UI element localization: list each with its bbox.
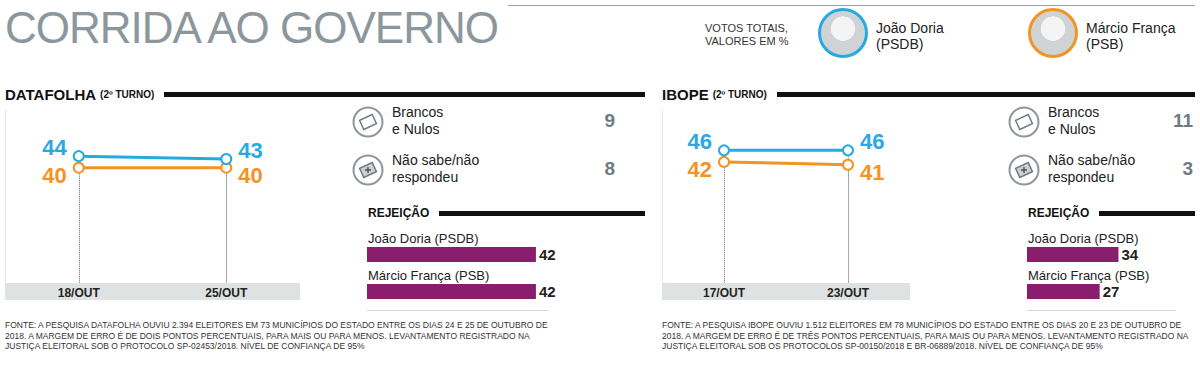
svg-text:João Doria (PSDB): João Doria (PSDB) — [1028, 231, 1139, 246]
html-text:Não sabe/não respondeu: Não sabe/não respondeu — [392, 152, 480, 185]
html-text:Não sabe/não respondeu: Não sabe/não respondeu — [1048, 152, 1136, 185]
svg-text:42: 42 — [539, 283, 556, 300]
svg-text:Márcio França (PSB): Márcio França (PSB) — [1028, 268, 1149, 283]
html-text:8: 8 — [604, 158, 615, 179]
svg-text:23/OUT: 23/OUT — [827, 286, 870, 300]
html-text:9: 9 — [604, 110, 615, 131]
svg-text:41: 41 — [860, 160, 884, 185]
html-text:3: 3 — [1182, 158, 1193, 179]
html-text:Brancos e Nulos: Brancos e Nulos — [1048, 104, 1100, 137]
html-text:(PSB): (PSB) — [1086, 36, 1124, 52]
svg-text:46: 46 — [860, 129, 884, 154]
svg-text:34: 34 — [1121, 246, 1138, 263]
html-text:Márcio França: Márcio França — [1086, 20, 1176, 36]
svg-text:42: 42 — [539, 246, 556, 263]
svg-text:40: 40 — [238, 163, 262, 188]
svg-text:46: 46 — [688, 129, 712, 154]
html-text:REJEIÇÃO: REJEIÇÃO — [1028, 206, 1090, 220]
html-text:11: 11 — [1172, 110, 1193, 131]
svg-text:27: 27 — [1103, 283, 1120, 300]
svg-text:43: 43 — [238, 138, 262, 163]
html-text:FONTE: A PESQUISA DATAFOLHA OU: FONTE: A PESQUISA DATAFOLHA OUVIU 2.394 … — [5, 320, 548, 351]
svg-text:40: 40 — [42, 163, 66, 188]
html-text:FONTE: A PESQUISA IBOPE OUVIU: FONTE: A PESQUISA IBOPE OUVIU 1.512 ELEI… — [662, 320, 1188, 351]
svg-text:18/OUT: 18/OUT — [58, 286, 101, 300]
html-text:(PSDB): (PSDB) — [876, 36, 924, 52]
html-text:IBOPE (2º TURNO): IBOPE (2º TURNO) — [662, 86, 767, 103]
svg-text:João Doria (PSDB): João Doria (PSDB) — [368, 231, 479, 246]
html-text:CORRIDA AO GOVERNO: CORRIDA AO GOVERNO — [5, 3, 498, 52]
svg-text:44: 44 — [42, 135, 67, 160]
svg-text:42: 42 — [688, 157, 712, 182]
svg-text:25/OUT: 25/OUT — [205, 286, 248, 300]
html-text:DATAFOLHA (2º TURNO): DATAFOLHA (2º TURNO) — [5, 86, 155, 103]
html-text:VOTOS TOTAIS, VALORES EM %: VOTOS TOTAIS, VALORES EM % — [705, 22, 789, 47]
html-text:João Doria: João Doria — [876, 20, 944, 36]
svg-text:17/OUT: 17/OUT — [703, 286, 746, 300]
html-text:Brancos e Nulos: Brancos e Nulos — [392, 104, 444, 137]
html-text:REJEIÇÃO: REJEIÇÃO — [368, 206, 430, 220]
svg-text:Márcio França (PSB): Márcio França (PSB) — [368, 268, 489, 283]
